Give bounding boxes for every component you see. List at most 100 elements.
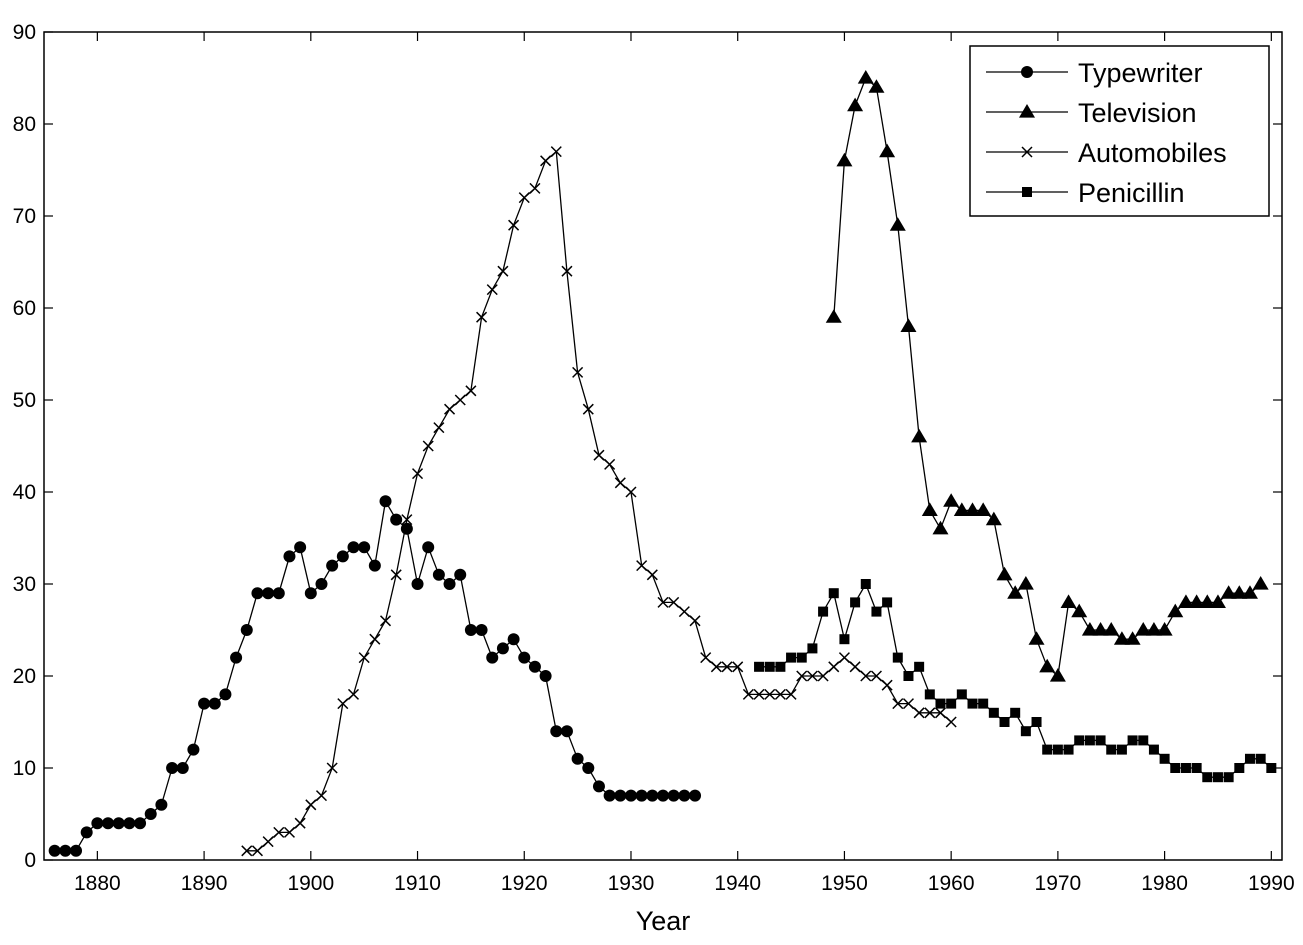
television-point [1135,622,1152,636]
automobiles-point [849,661,861,673]
typewriter-point [315,578,328,590]
television-point [825,309,842,323]
legend-item-television: Television [986,98,1197,128]
automobiles-point [817,670,829,682]
typewriter-point [336,550,349,563]
typewriter-point [454,568,467,581]
typewriter-point [187,743,200,756]
typewriter-point [464,624,477,636]
television-point [985,511,1002,526]
penicillin-point [764,661,775,672]
automobiles-point [881,679,893,691]
television-point [996,566,1013,581]
typewriter-point [326,559,339,572]
x-tick-label: 1990 [1248,872,1295,895]
automobiles-point [700,652,712,664]
penicillin-point [978,698,989,709]
automobiles-point [379,615,392,627]
automobiles-point [753,688,765,700]
y-tick-label: 20 [13,665,36,688]
y-tick-label: 30 [13,573,36,596]
legend-marker-typewriter [1021,66,1033,78]
automobiles-point [593,449,605,461]
typewriter-point [358,541,371,554]
x-axis-title: Year [636,906,691,936]
penicillin-point [796,652,807,663]
television-point [857,70,874,84]
y-tick-label: 10 [13,757,36,780]
penicillin-point [839,634,850,645]
penicillin-point [1031,717,1042,727]
typewriter-point [240,624,253,636]
typewriter-point [667,789,680,802]
penicillin-point [999,717,1010,727]
penicillin-point [946,698,957,709]
typewriter-point [496,642,509,655]
series-automobiles [241,146,957,857]
typewriter-point [475,624,488,636]
automobiles-point [796,670,808,682]
penicillin-point [903,671,914,681]
penicillin-point [860,579,871,589]
typewriter-point [294,541,307,554]
typewriter-point [582,762,595,774]
penicillin-point [754,661,765,672]
television-point [1103,622,1120,636]
penicillin-point [1234,763,1245,773]
automobiles-point [369,633,381,645]
automobiles-point [913,707,925,719]
automobiles-point [945,716,957,728]
typewriter-point [571,752,584,765]
series-television [825,70,1269,682]
automobiles-point [273,826,285,838]
typewriter-point [112,817,125,830]
penicillin-point [882,597,893,608]
automobiles-point [518,192,530,204]
television-point [1092,622,1109,636]
television-point [879,143,896,158]
x-tick-label: 1970 [1035,872,1082,895]
typewriter-point [134,817,147,830]
automobiles-point [454,394,466,406]
automobiles-point [582,403,594,415]
legend-label-typewriter: Typewriter [1078,58,1203,88]
x-tick-label: 1950 [821,872,868,895]
typewriter-point [272,587,285,600]
x-tick-label: 1920 [501,872,548,895]
television-point [1145,622,1162,636]
automobiles-point [604,458,616,470]
penicillin-point [807,643,818,654]
typewriter-point [550,725,563,738]
television-point [1209,594,1226,608]
penicillin-point [935,698,946,709]
x-tick-label: 1900 [287,872,334,895]
automobiles-point [262,836,274,848]
automobiles-point [476,311,488,323]
typewriter-point [123,817,136,830]
penicillin-point [1063,744,1074,755]
typewriter-point [379,495,392,508]
typewriter-point [198,697,211,710]
automobiles-point [625,486,637,498]
automobiles-point [294,817,306,829]
penicillin-point [1138,735,1149,746]
typewriter-point [91,817,104,830]
automobiles-point [902,698,914,710]
typewriter-point [59,844,72,857]
automobiles-point [422,440,434,452]
typewriter-point [635,789,648,802]
penicillin-point [914,661,925,672]
penicillin-point [1266,763,1277,773]
penicillin-point [1116,744,1127,755]
automobiles-point [924,707,936,719]
penicillin-point [1074,735,1085,746]
television-point [1017,576,1034,590]
legend-marker-penicillin [1022,187,1032,197]
penicillin-point [967,698,978,709]
television-point [1049,668,1066,682]
automobiles-point [412,468,424,480]
penicillin-point [988,707,999,718]
automobiles-point [401,514,413,526]
automobiles-point [433,422,445,434]
